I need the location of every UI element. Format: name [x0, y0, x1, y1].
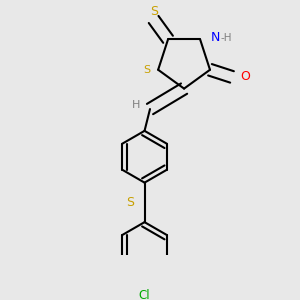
- Text: S: S: [126, 196, 134, 209]
- Text: S: S: [150, 5, 158, 18]
- Text: Cl: Cl: [139, 289, 150, 300]
- Text: -H: -H: [220, 33, 232, 43]
- Text: N: N: [211, 31, 220, 44]
- Text: O: O: [240, 70, 250, 83]
- Text: H: H: [132, 100, 140, 110]
- Text: S: S: [143, 65, 151, 75]
